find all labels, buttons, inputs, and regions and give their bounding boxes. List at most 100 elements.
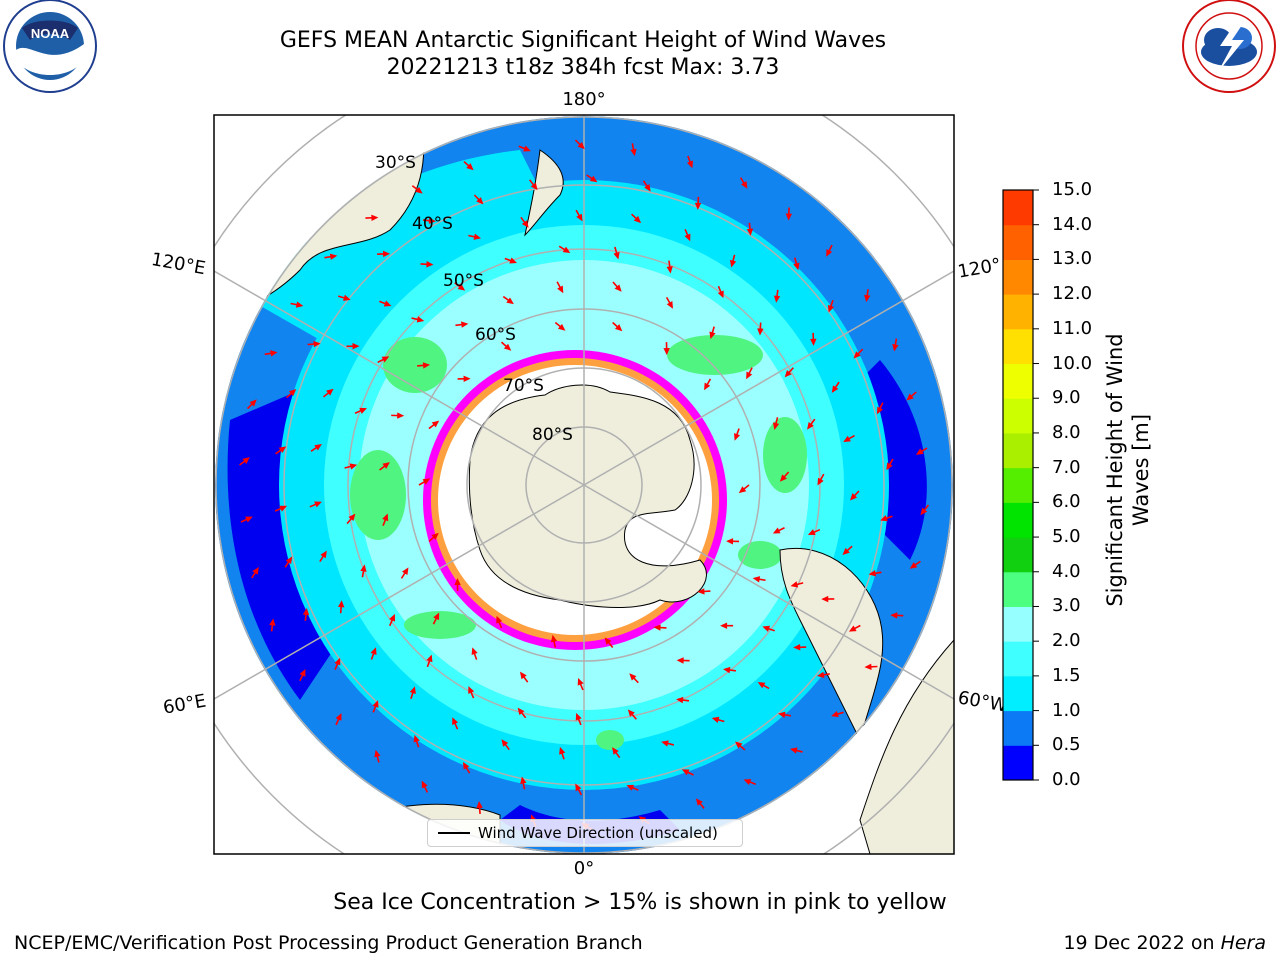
map-legend: Wind Wave Direction (unscaled) — [427, 819, 743, 847]
wind-wave-arrow-head — [909, 562, 918, 569]
wind-wave-arrow-head — [752, 576, 761, 583]
wind-wave-arrow-head — [550, 634, 558, 643]
wind-wave-arrow-head — [476, 801, 483, 809]
colorbar-tick-label: 0.0 — [1052, 769, 1081, 790]
wind-wave-arrow-head — [509, 257, 517, 264]
wind-wave-arrow-head — [746, 371, 753, 380]
wind-wave-arrow-head — [559, 746, 566, 755]
wind-wave-arrow-head — [521, 220, 529, 228]
wind-wave-arrow-head — [831, 711, 839, 718]
colorbar-tick-label: 9.0 — [1052, 387, 1081, 409]
wind-wave-arrow-head — [519, 671, 527, 680]
wind-wave-arrow-head — [431, 532, 439, 540]
colorbar-tick-label: 14.0 — [1052, 213, 1093, 235]
colorbar-segment — [1003, 641, 1033, 677]
wind-wave-arrow-head — [382, 250, 391, 258]
wind-wave-arrow-head — [382, 513, 389, 522]
wind-wave-arrow-head — [723, 666, 731, 674]
wind-wave-arrow-head — [576, 213, 583, 222]
wind-wave-arrow-head — [684, 233, 691, 242]
wind-wave-arrows — [239, 139, 930, 831]
wind-wave-arrow-head — [633, 215, 642, 224]
wind-wave-arrow-head — [663, 348, 670, 356]
wind-wave-arrow-head — [778, 711, 786, 718]
footer-branch: NCEP/EMC/Verification Post Processing Pr… — [14, 932, 643, 954]
wind-wave-arrow-head — [612, 747, 619, 755]
wind-wave-arrow-head — [463, 375, 471, 382]
lon-label-0: 0° — [574, 858, 594, 879]
footer-date-text: 19 Dec 2022 on — [1063, 932, 1221, 954]
polar-plot — [214, 115, 954, 854]
wind-wave-arrow-head — [906, 393, 914, 401]
wind-wave-arrow-head — [772, 527, 781, 534]
wind-wave-arrow-head — [627, 709, 635, 717]
wind-wave-arrow-head — [422, 478, 431, 485]
wind-wave-arrow-head — [849, 493, 858, 501]
wind-wave-arrow-head — [466, 163, 474, 171]
colorbar-tick-label: 0.5 — [1052, 734, 1081, 756]
colorbar-segment — [1003, 398, 1033, 434]
wind-wave-arrow-head — [793, 644, 801, 651]
wind-wave-arrow-head — [575, 712, 582, 721]
colorbar-segment — [1003, 745, 1033, 781]
wind-wave-arrow-head — [717, 290, 724, 299]
colorbar-segment — [1003, 259, 1033, 295]
colorbar-segment — [1003, 502, 1033, 538]
wind-wave-arrow-head — [757, 682, 766, 689]
longitude-gridlines — [214, 115, 954, 854]
colorbar-tick-label: 6.0 — [1052, 491, 1081, 513]
wind-wave-arrow-head — [389, 613, 396, 622]
plot-frame — [213, 114, 955, 855]
wind-wave-arrow-head — [454, 578, 461, 586]
colorbar-tick-label: 5.0 — [1052, 526, 1081, 548]
chart-title: GEFS MEAN Antarctic Significant Height o… — [279, 28, 887, 53]
wind-wave-arrow-head — [686, 160, 693, 169]
wind-wave-arrow-head — [892, 343, 899, 352]
wind-wave-arrow-head — [520, 776, 527, 784]
colorbar-tick-label: 13.0 — [1052, 248, 1093, 270]
wind-wave-arrow-head — [476, 197, 484, 205]
wind-wave-arrow-head — [285, 556, 293, 565]
wind-wave-arrow-head — [711, 716, 720, 723]
wind-wave-arrow-head — [382, 462, 390, 469]
wind-wave-arrow-head — [302, 607, 310, 616]
wind-wave-arrow-head — [349, 463, 358, 470]
wind-wave-arrow-head — [557, 323, 566, 331]
wind-wave-arrow-head — [468, 686, 475, 694]
colorbar-segment — [1003, 432, 1033, 469]
wind-wave-arrow-head — [473, 233, 482, 240]
wind-wave-arrow-head — [501, 739, 509, 747]
wind-wave-arrow-head — [729, 259, 737, 268]
wind-wave-arrow-head — [681, 769, 690, 776]
wind-wave-arrow-head — [335, 713, 342, 721]
colorbar-tick-label: 7.0 — [1052, 456, 1081, 478]
wind-wave-arrow-head — [842, 547, 850, 555]
wind-wave-arrow-head — [299, 669, 306, 677]
wind-wave-arrow-head — [314, 443, 322, 451]
legend-line-sample — [438, 832, 470, 834]
lat-label-30s: 30°S — [375, 153, 416, 173]
wind-wave-arrow-head — [461, 321, 469, 328]
lat-label-50s: 50°S — [443, 271, 484, 291]
wind-wave-arrow-head — [433, 612, 440, 621]
wind-wave-arrow-head — [876, 406, 883, 415]
wind-wave-arrow-head — [661, 740, 669, 747]
wind-wave-arrow-head — [709, 331, 716, 340]
lon-label-120e: 120°E — [150, 249, 208, 279]
colorbar-segment — [1003, 224, 1033, 260]
wind-wave-arrow-head — [270, 350, 278, 357]
wind-wave-arrow-head — [329, 253, 338, 260]
wind-wave-arrow-head — [743, 779, 752, 786]
wind-wave-arrow-head — [337, 600, 345, 608]
wind-wave-arrow-head — [864, 663, 872, 670]
wind-wave-arrow-head — [630, 148, 637, 157]
wind-wave-arrow-head — [517, 707, 525, 716]
colorbar-tick-label: 2.0 — [1052, 630, 1081, 652]
wind-wave-arrow-head — [890, 612, 898, 619]
lat-label-40s: 40°S — [412, 214, 453, 234]
wind-wave-arrow-head — [577, 677, 584, 686]
wind-wave-arrow-head — [831, 385, 839, 393]
wind-wave-arrow-head — [462, 761, 470, 770]
wind-wave-arrow-head — [506, 297, 514, 305]
wind-wave-arrow-head — [381, 356, 390, 363]
